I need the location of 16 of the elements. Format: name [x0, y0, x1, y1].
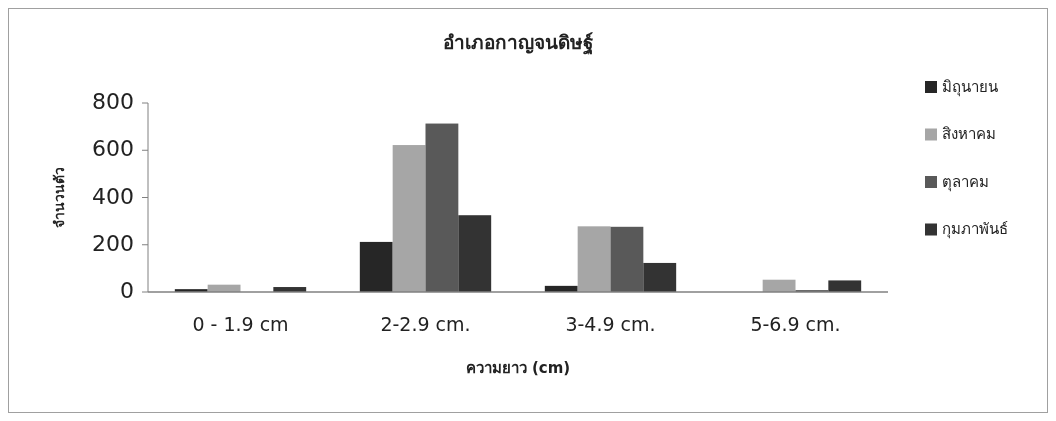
y-tick-label: 400: [92, 183, 134, 209]
x-tick-label: 5-6.9 cm.: [750, 312, 841, 335]
y-axis-title: จำนวนตัว: [51, 167, 67, 228]
legend-label: มิถุนายน: [942, 77, 998, 97]
legend-label: ตุลาคม: [942, 172, 989, 192]
x-axis-title: ความยาว (cm): [465, 358, 571, 377]
x-tick-label: 0 - 1.9 cm: [192, 312, 289, 335]
y-tick-label: 600: [92, 136, 134, 162]
y-tick-label: 200: [92, 230, 134, 256]
legend-label: กุมภาพันธ์: [942, 220, 1008, 239]
y-tick-label: 800: [92, 89, 134, 114]
chart-title: อำเภอกาญจนดิษฐ์: [443, 30, 593, 56]
legend-label: สิงหาคม: [942, 125, 996, 143]
x-tick-label: 3-4.9 cm.: [565, 312, 656, 335]
y-tick-label: 0: [120, 278, 134, 303]
x-tick-label: 2-2.9 cm.: [380, 312, 471, 335]
